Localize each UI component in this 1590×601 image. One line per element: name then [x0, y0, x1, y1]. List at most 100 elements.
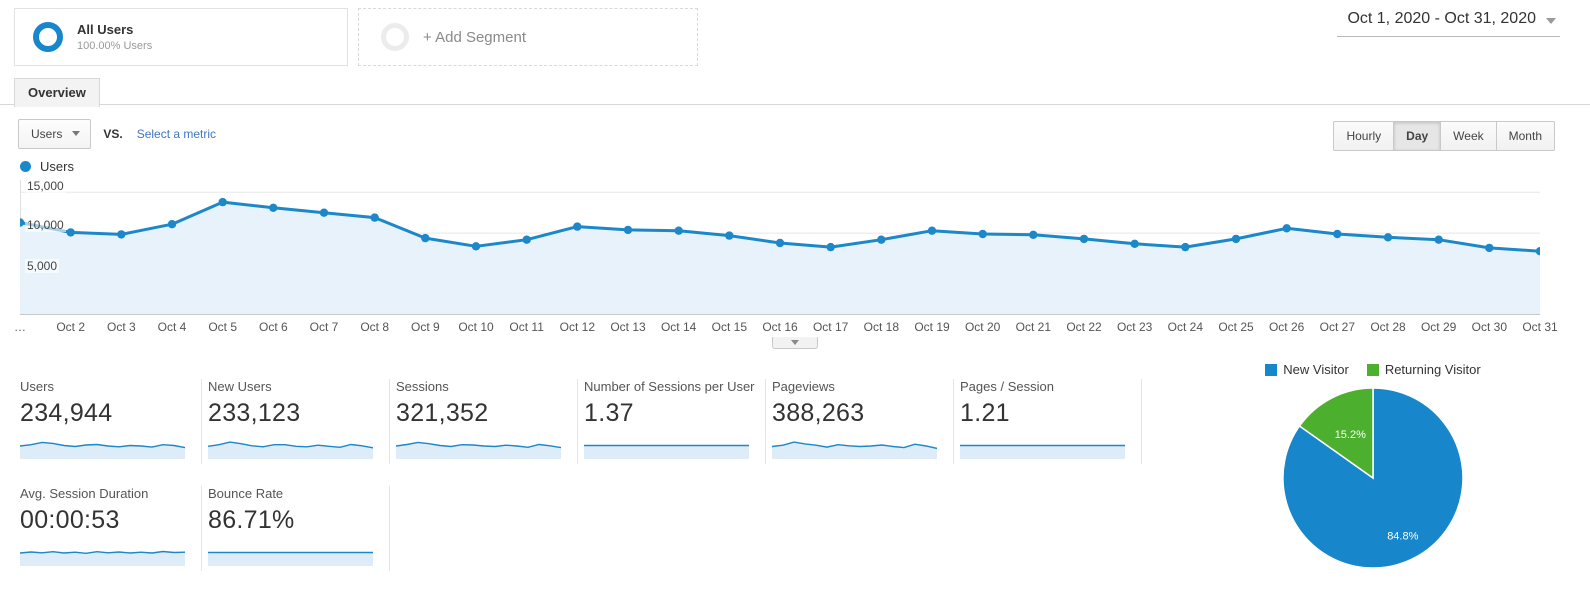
x-axis-tick-label: Oct 4: [157, 320, 187, 334]
granularity-day-button[interactable]: Day: [1394, 121, 1442, 151]
date-range-text: Oct 1, 2020 - Oct 31, 2020: [1347, 10, 1536, 27]
x-axis-tick-label: Oct 5: [208, 320, 237, 334]
data-point[interactable]: [1079, 234, 1089, 244]
x-axis-tick-label: Oct 18: [863, 320, 900, 334]
data-point[interactable]: [522, 235, 531, 244]
metrics-row-2: Avg. Session Duration 00:00:53 Bounce Ra…: [14, 486, 1590, 571]
data-point[interactable]: [319, 208, 329, 217]
legend-new-visitor-label: New Visitor: [1283, 362, 1349, 377]
metric-label: Avg. Session Duration: [20, 486, 149, 501]
metric-label: Pages / Session: [960, 379, 1054, 394]
x-axis-tick-label: Oct 27: [1319, 320, 1356, 334]
metric-card-new-users[interactable]: New Users 233,123: [202, 379, 390, 464]
date-dropdown-arrow-icon: [1546, 17, 1556, 24]
metric-card-avg-session-duration[interactable]: Avg. Session Duration 00:00:53: [14, 486, 202, 571]
metric-card-pageviews[interactable]: Pageviews 388,263: [766, 379, 954, 464]
granularity-week-button[interactable]: Week: [1441, 121, 1497, 151]
x-axis-tick-label: Oct 20: [964, 320, 1001, 334]
data-point[interactable]: [826, 242, 835, 252]
data-point[interactable]: [421, 233, 430, 243]
x-axis-tick-label: Oct 12: [559, 320, 596, 334]
data-point[interactable]: [370, 213, 379, 222]
data-point[interactable]: [1282, 224, 1291, 233]
data-point[interactable]: [66, 228, 75, 237]
metric-value: 233,123: [208, 399, 301, 427]
select-metric-link[interactable]: Select a metric: [136, 126, 217, 141]
data-point[interactable]: [927, 226, 937, 235]
collapse-chart-button[interactable]: [772, 337, 818, 349]
x-axis-tick-label: Oct 29: [1420, 320, 1457, 334]
metric-value: 00:00:53: [20, 506, 120, 534]
legend-returning-visitor-label: Returning Visitor: [1384, 362, 1481, 377]
data-point[interactable]: [978, 229, 987, 239]
metric-card-bounce-rate[interactable]: Bounce Rate 86.71%: [202, 486, 390, 571]
pie-legend: New Visitor Returning Visitor: [1248, 362, 1498, 377]
add-segment-circle-icon: [381, 23, 409, 51]
metric-card-sessions-per-user[interactable]: Number of Sessions per User 1.37: [578, 379, 766, 464]
data-point[interactable]: [1333, 229, 1342, 239]
granularity-month-button[interactable]: Month: [1496, 121, 1555, 151]
metric-value: 1.37: [584, 399, 634, 427]
data-point[interactable]: [471, 242, 481, 251]
metric-dropdown-value: Users: [31, 126, 63, 141]
metric-card-users[interactable]: Users 234,944: [14, 379, 202, 464]
date-range-selector[interactable]: Oct 1, 2020 - Oct 31, 2020: [1337, 8, 1560, 37]
x-axis-tick-label: Oct 7: [309, 320, 339, 334]
data-point[interactable]: [623, 225, 633, 235]
data-point[interactable]: [167, 220, 177, 229]
pie-slice[interactable]: [1298, 387, 1374, 480]
chevron-down-icon: [791, 340, 799, 345]
segment-subtitle: 100.00% Users: [77, 40, 153, 52]
add-segment-button[interactable]: + Add Segment: [358, 8, 698, 66]
metric-card-sessions[interactable]: Sessions 321,352: [390, 379, 578, 464]
y-axis-tick-label: 5,000: [25, 259, 60, 274]
x-axis-tick-label: Oct 30: [1471, 320, 1508, 334]
metric-value: 321,352: [396, 399, 489, 427]
metric-dropdown[interactable]: Users: [18, 118, 92, 149]
returning-visitor-swatch-icon: [1366, 363, 1379, 376]
x-axis-tick-label: Oct 2: [56, 320, 85, 334]
data-point[interactable]: [674, 226, 683, 235]
metric-label: Bounce Rate: [208, 486, 284, 501]
data-point[interactable]: [1231, 234, 1241, 244]
data-point[interactable]: [117, 230, 126, 239]
data-point[interactable]: [1181, 242, 1190, 252]
metric-sparkline: [771, 441, 938, 459]
vs-label: VS.: [103, 126, 123, 141]
metric-sparkline: [584, 444, 749, 459]
data-point[interactable]: [725, 231, 734, 240]
data-point[interactable]: [1130, 239, 1139, 248]
x-axis-tick-label: Oct 3: [106, 320, 136, 334]
data-point[interactable]: [269, 203, 278, 212]
data-point[interactable]: [20, 218, 25, 227]
x-axis-labels: … Oct 2 Oct 3 Oct 4 Oct 5 Oct 6 Oct 7 Oct 8 Oct …: [14, 320, 1558, 336]
x-axis-tick-label: Oct 22: [1066, 320, 1102, 334]
users-timeseries-chart[interactable]: 5,000 10,000 15,000: [20, 179, 1540, 315]
data-point[interactable]: [1029, 230, 1038, 239]
summary-metrics: Users 234,944 New Users 233,123 Sessions…: [14, 379, 1590, 571]
metric-sparkline: [19, 550, 186, 566]
segment-all-users[interactable]: All Users 100.00% Users: [14, 8, 348, 66]
metric-value: 86.71%: [208, 506, 295, 534]
data-point[interactable]: [573, 222, 582, 231]
data-point[interactable]: [1383, 233, 1393, 242]
visitor-pie-chart[interactable]: 84.8% 15.2%: [1280, 385, 1466, 571]
metric-sparkline: [960, 444, 1125, 459]
legend-dot-icon: [20, 161, 31, 172]
metric-card-pages-per-session[interactable]: Pages / Session 1.21: [954, 379, 1142, 464]
metric-value: 388,263: [772, 399, 865, 427]
data-point[interactable]: [775, 238, 785, 248]
data-point[interactable]: [1434, 235, 1443, 244]
data-point[interactable]: [1535, 247, 1540, 256]
metric-label: Number of Sessions per User: [584, 379, 755, 394]
tab-overview[interactable]: Overview: [14, 78, 100, 107]
x-axis-tick-label: Oct 17: [812, 320, 849, 334]
granularity-hourly-button[interactable]: Hourly: [1333, 121, 1395, 151]
data-point[interactable]: [218, 197, 227, 207]
data-point[interactable]: [1485, 243, 1494, 253]
chevron-down-icon: [72, 131, 81, 136]
segment-text: All Users 100.00% Users: [77, 22, 152, 52]
data-point[interactable]: [877, 235, 886, 244]
visitor-type-panel: New Visitor Returning Visitor 84.8% 15.2%: [1248, 362, 1498, 571]
legend-users-label: Users: [40, 159, 74, 174]
